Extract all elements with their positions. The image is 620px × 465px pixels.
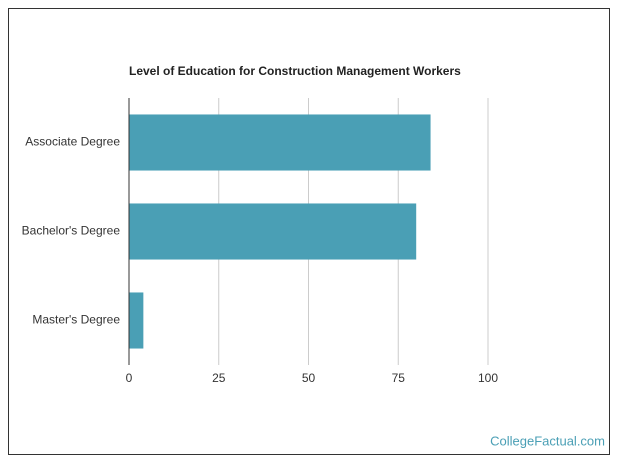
x-tick-label: 0 <box>126 371 133 385</box>
y-tick-label: Master's Degree <box>32 313 120 327</box>
bar <box>129 292 144 349</box>
bar <box>129 203 417 260</box>
chart-title: Level of Education for Construction Mana… <box>129 64 461 78</box>
x-tick-label: 25 <box>212 371 226 385</box>
x-tick-label: 50 <box>302 371 316 385</box>
bar <box>129 114 431 171</box>
y-tick-label: Associate Degree <box>25 135 120 149</box>
x-tick-label: 75 <box>392 371 406 385</box>
watermark: CollegeFactual.com <box>490 433 605 448</box>
y-tick-label: Bachelor's Degree <box>22 224 121 238</box>
x-tick-label: 100 <box>478 371 498 385</box>
